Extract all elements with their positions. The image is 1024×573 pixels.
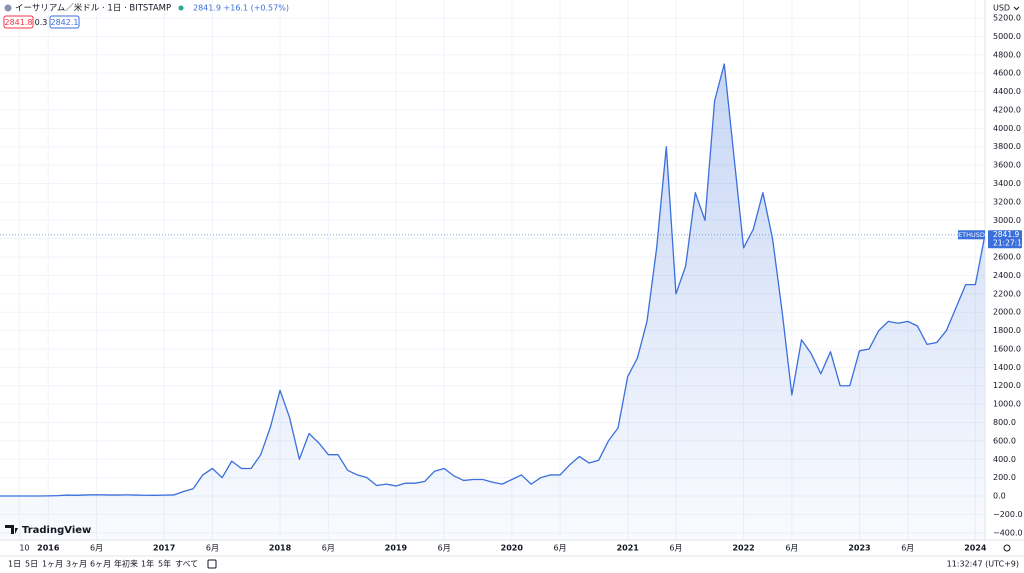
range-button[interactable]: 1日 (8, 560, 21, 569)
countdown: 21:27:12 (993, 238, 1024, 247)
x-tick-label: 10 (19, 544, 29, 553)
spread: 0.3 (35, 18, 48, 27)
date-range-icon[interactable] (207, 559, 217, 569)
range-button[interactable]: 5日 (25, 560, 38, 569)
x-tick-label: 6月 (438, 544, 451, 553)
y-tick-label: 1800.0 (993, 326, 1021, 335)
y-tick-label: 3200.0 (993, 197, 1021, 206)
x-tick-label: 2024 (964, 544, 987, 553)
y-tick-label: 3800.0 (993, 142, 1021, 151)
x-tick-label: 2021 (617, 544, 640, 553)
y-tick-label: 600.0 (993, 436, 1016, 445)
x-tick-label: 2016 (37, 544, 60, 553)
range-button[interactable]: 6ヶ月 (90, 560, 111, 569)
y-tick-label: 2400.0 (993, 271, 1021, 280)
ask-box[interactable] (49, 15, 80, 29)
range-button[interactable]: 年初来 (114, 559, 138, 569)
range-button[interactable]: すべて (175, 560, 198, 569)
y-tick-label: 1000.0 (993, 400, 1021, 409)
range-button[interactable]: 1ヶ月 (42, 560, 63, 569)
y-tick-label: 4200.0 (993, 105, 1021, 114)
bid: 2841.8 (5, 18, 33, 27)
bid-box[interactable] (3, 15, 34, 29)
market-status (178, 5, 184, 11)
area-fill (0, 63, 985, 541)
logo-icon (5, 525, 18, 534)
y-tick-label: 4000.0 (993, 124, 1021, 133)
x-tick-label: 6月 (90, 544, 103, 553)
x-tick-label: 6月 (785, 544, 798, 553)
y-tick-label: 2200.0 (993, 289, 1021, 298)
y-tick-label: 3400.0 (993, 179, 1021, 188)
symbol-tag: ETHUSD (958, 231, 985, 239)
x-tick-label: 6月 (901, 544, 914, 553)
x-tick-label: 2017 (153, 544, 175, 553)
settings-icon[interactable] (1003, 544, 1011, 552)
range-button[interactable]: 1年 (141, 559, 154, 569)
y-tick-label: 200.0 (993, 473, 1016, 482)
x-tick-label: 2022 (732, 544, 754, 553)
y-tick-label: −400.0 (993, 528, 1023, 537)
price-line (0, 63, 986, 497)
y-tick-label: 1400.0 (993, 363, 1021, 372)
y-tick-label: 4400.0 (993, 87, 1021, 96)
range-button[interactable]: 3ヶ月 (66, 560, 87, 569)
y-tick-label: −200.0 (993, 510, 1023, 519)
x-tick-label: 6月 (669, 544, 682, 553)
y-tick-label: 4600.0 (993, 69, 1021, 78)
y-tick-label: 3000.0 (993, 216, 1021, 225)
symbol-title[interactable]: イーサリアム／米ドル · 1日 · BITSTAMP (15, 3, 171, 14)
y-tick-label: 0.0 (993, 492, 1006, 501)
x-tick-label: 2020 (501, 544, 524, 553)
quote: 2841.9 +16.1 (+0.57%) (193, 4, 289, 13)
y-tick-label: 4800.0 (993, 50, 1021, 59)
ask: 2842.1 (51, 18, 79, 27)
x-tick-label: 2018 (269, 544, 292, 553)
price-tag: 2841.9 (993, 230, 1019, 239)
y-tick-label: 1600.0 (993, 344, 1021, 353)
logo[interactable]: TradingView (22, 525, 91, 536)
currency[interactable]: USD (993, 4, 1010, 13)
range-button[interactable]: 5年 (158, 559, 171, 569)
x-tick-label: 2019 (385, 544, 408, 553)
y-tick-label: 2600.0 (993, 253, 1021, 262)
x-tick-label: 6月 (206, 544, 219, 553)
y-tick-label: 2000.0 (993, 308, 1021, 317)
y-tick-label: 5200.0 (993, 14, 1021, 23)
symbol-tag-bg (958, 230, 985, 240)
y-tick-label: 1200.0 (993, 381, 1021, 390)
y-tick-label: 3600.0 (993, 161, 1021, 170)
y-tick-label: 5000.0 (993, 32, 1021, 41)
currency-dropdown[interactable] (1013, 6, 1020, 11)
y-tick-label: 400.0 (993, 455, 1016, 464)
clock: 11:32:47 (UTC+9) (947, 560, 1019, 569)
x-tick-label: 6月 (322, 544, 335, 553)
y-tick-label: 800.0 (993, 418, 1016, 427)
x-tick-label: 2023 (848, 544, 870, 553)
x-tick-label: 6月 (554, 544, 567, 553)
price-tag-bg (988, 230, 1022, 249)
eth-icon (4, 4, 12, 12)
